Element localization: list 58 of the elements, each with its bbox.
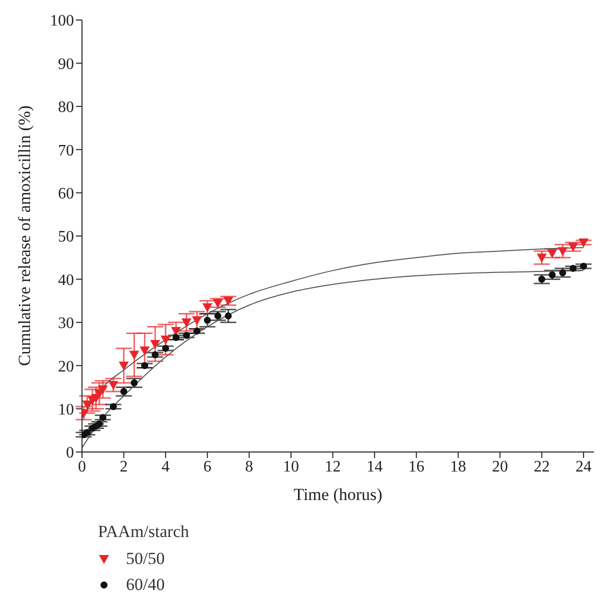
x-tick-label: 22 (534, 458, 550, 476)
x-tick-label: 0 (78, 458, 86, 476)
x-axis-title: Time (horus) (294, 485, 382, 504)
x-tick-label: 20 (492, 458, 508, 476)
point (96, 420, 103, 428)
x-tick-label: 10 (282, 458, 299, 476)
point (204, 316, 211, 324)
point (224, 312, 232, 320)
x-tick-label: 6 (203, 458, 212, 476)
point (182, 332, 190, 339)
point (84, 429, 91, 436)
point (536, 254, 547, 263)
x-tick-label: 2 (120, 458, 128, 476)
x-tick-label: 8 (245, 458, 254, 476)
point (172, 334, 180, 342)
point (110, 403, 117, 410)
y-tick-label: 10 (58, 401, 74, 418)
point (202, 303, 212, 312)
point (129, 350, 140, 360)
y-tick-label: 80 (58, 99, 74, 116)
point (578, 238, 589, 248)
point (99, 414, 106, 421)
point (118, 362, 129, 371)
point (181, 318, 192, 328)
point (140, 346, 150, 356)
y-tick-label: 40 (58, 272, 74, 289)
point (108, 381, 118, 390)
point (162, 344, 170, 352)
y-tick-label: 20 (58, 358, 74, 376)
point (558, 247, 568, 256)
y-axis-title: Cumulative release of amoxicillin (%) (15, 105, 34, 366)
x-tick-label: 16 (408, 458, 424, 476)
y-tick-label: 0 (66, 444, 74, 462)
x-tick-label: 12 (324, 458, 341, 476)
y-tick-label: 70 (58, 142, 74, 160)
y-tick-label: 50 (58, 228, 74, 246)
point (538, 276, 546, 283)
point (98, 385, 108, 394)
legend-label: 60/40 (126, 575, 165, 595)
point (141, 362, 148, 370)
point (580, 262, 588, 270)
point (160, 336, 171, 345)
legend-title: PAAm/starch (98, 522, 190, 542)
y-tick-label: 90 (58, 56, 74, 73)
point (150, 340, 160, 349)
y-tick-label: 60 (58, 185, 74, 202)
point (82, 400, 92, 410)
y-tick-label: 30 (58, 315, 74, 332)
x-tick-label: 18 (450, 458, 466, 476)
point (570, 264, 577, 272)
x-tick-label: 4 (162, 458, 170, 476)
point (193, 328, 200, 335)
x-tick-label: 14 (366, 458, 383, 476)
point (192, 316, 202, 326)
x-tick-label: 24 (576, 458, 592, 476)
y-tick-label: 100 (50, 12, 74, 30)
legend-label: 50/50 (126, 549, 165, 569)
point (152, 351, 159, 358)
